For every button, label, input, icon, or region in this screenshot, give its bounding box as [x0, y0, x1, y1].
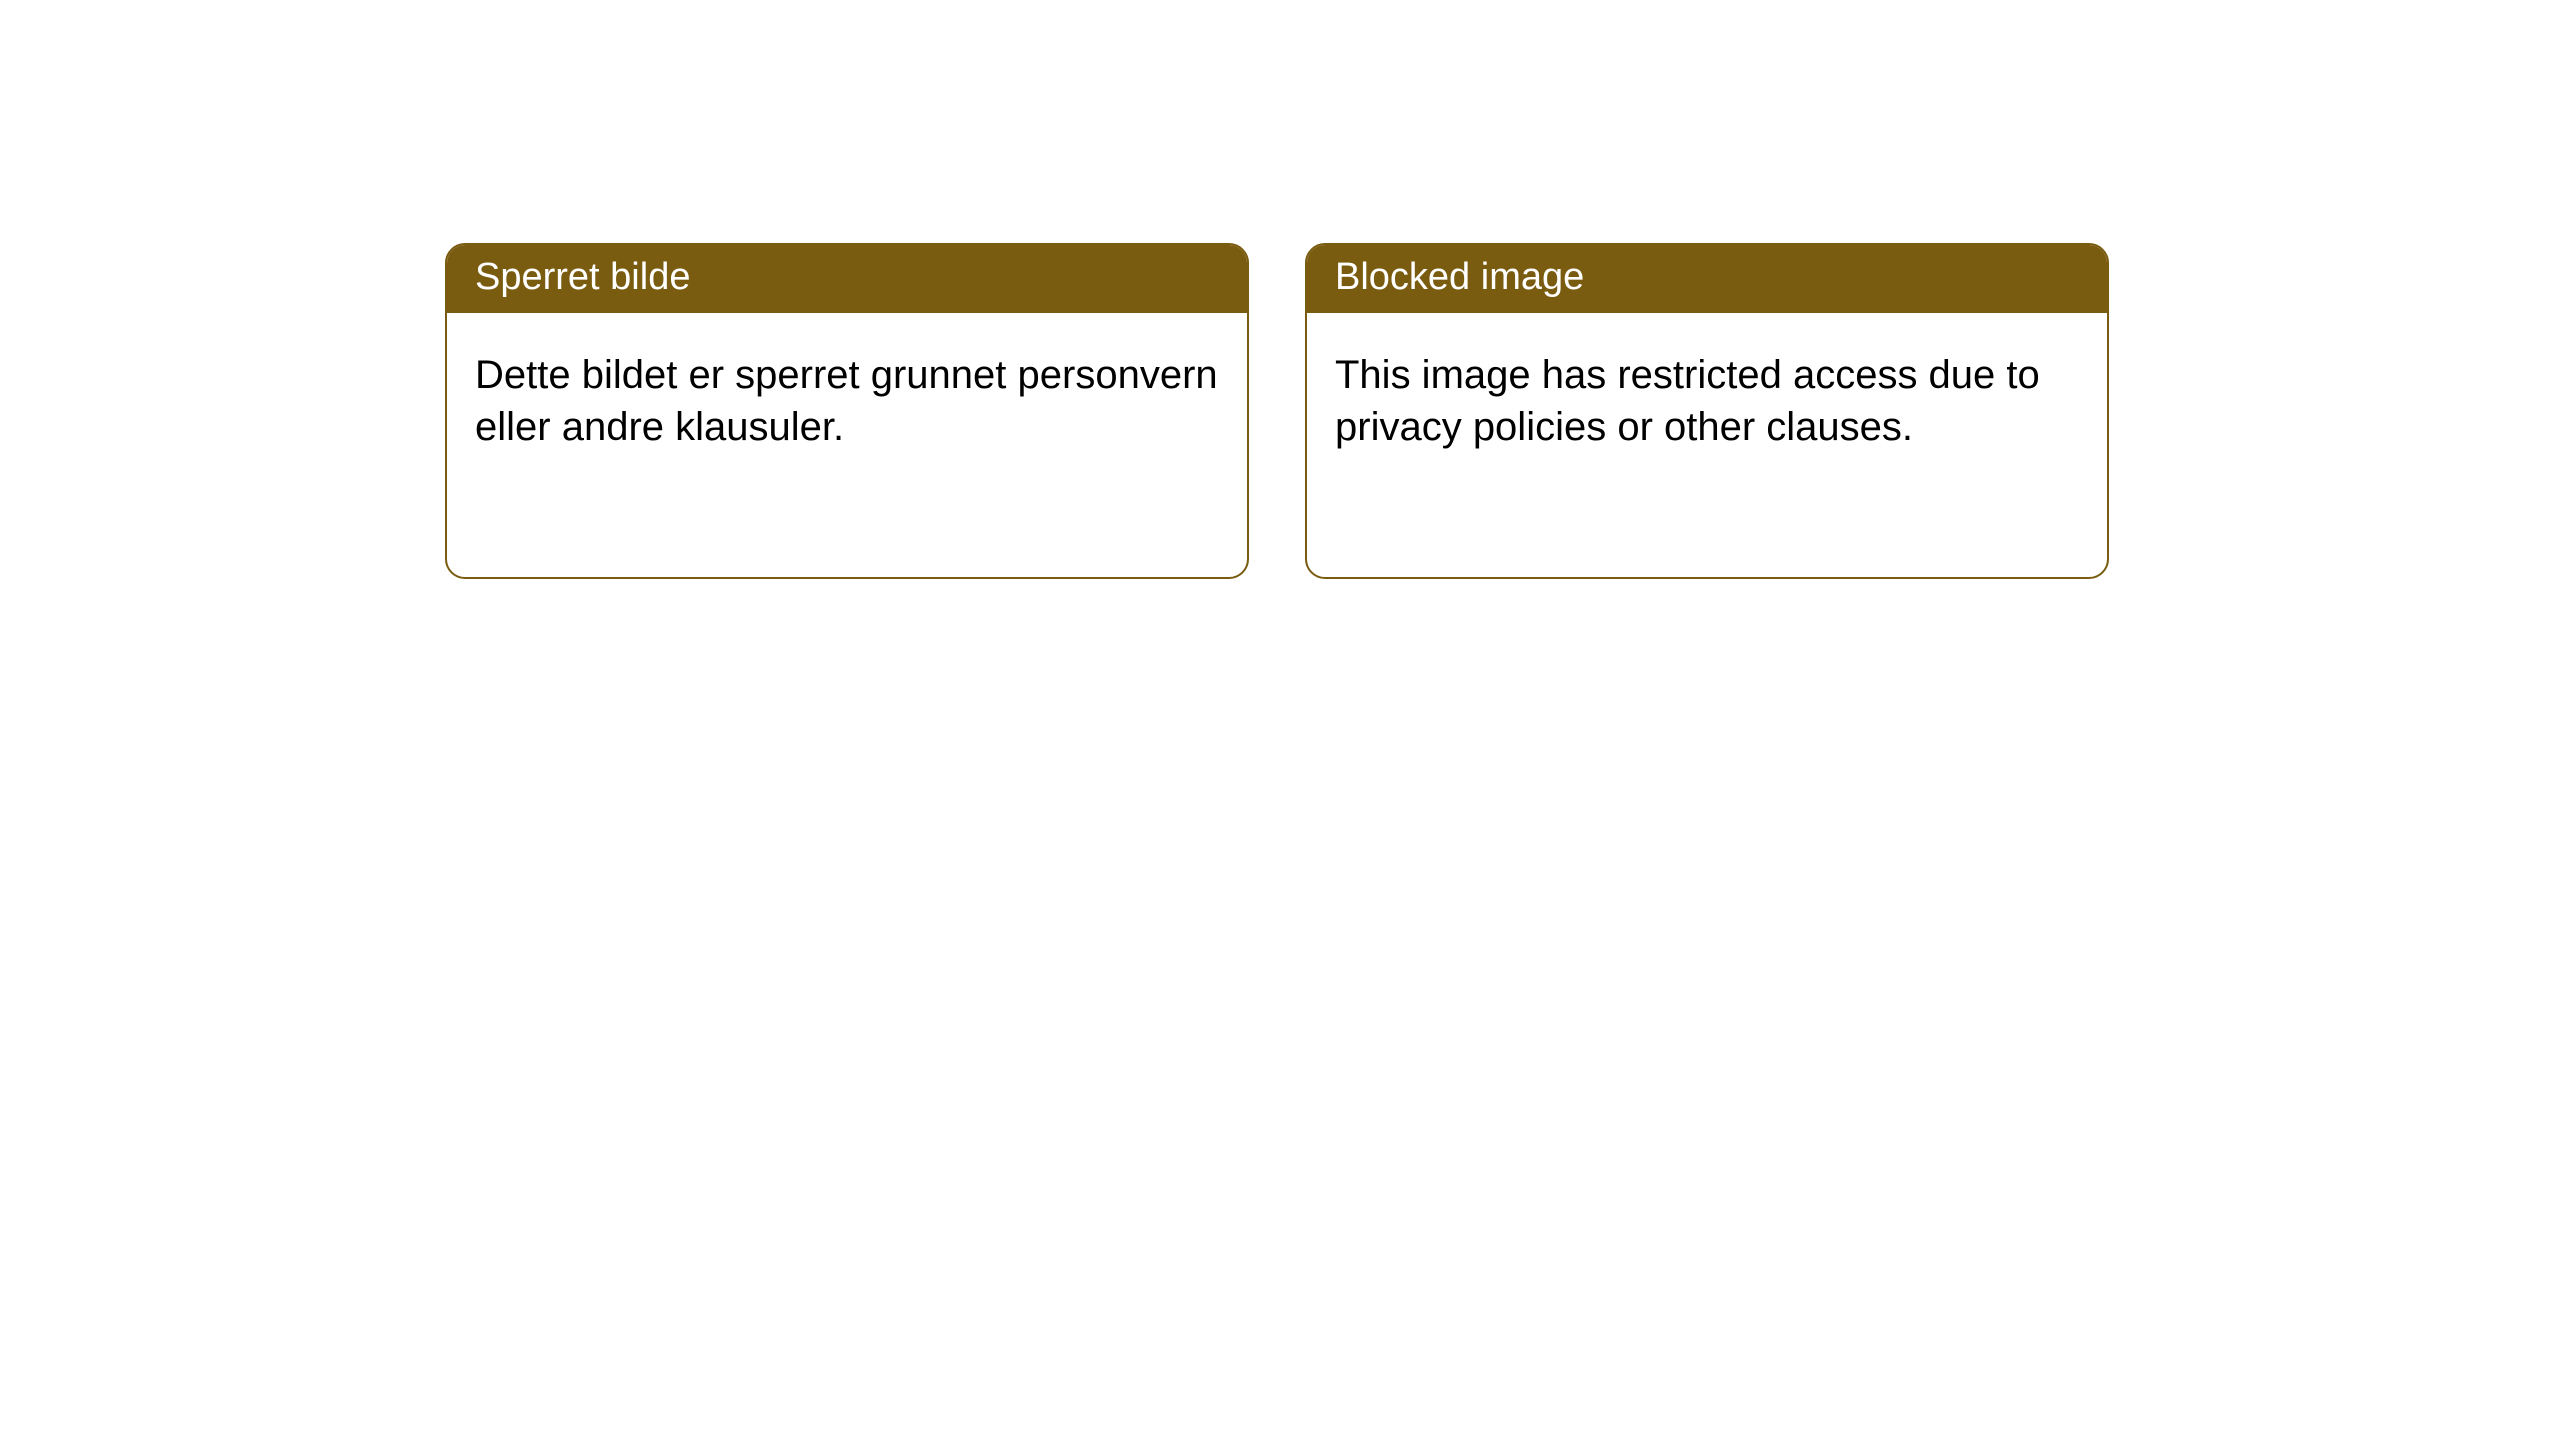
- notice-card-en: Blocked image This image has restricted …: [1305, 243, 2109, 579]
- notice-card-no: Sperret bilde Dette bildet er sperret gr…: [445, 243, 1249, 579]
- notice-body-no: Dette bildet er sperret grunnet personve…: [447, 313, 1247, 489]
- notice-container: Sperret bilde Dette bildet er sperret gr…: [445, 243, 2109, 579]
- notice-title-no: Sperret bilde: [447, 245, 1247, 313]
- notice-title-en: Blocked image: [1307, 245, 2107, 313]
- notice-body-en: This image has restricted access due to …: [1307, 313, 2107, 489]
